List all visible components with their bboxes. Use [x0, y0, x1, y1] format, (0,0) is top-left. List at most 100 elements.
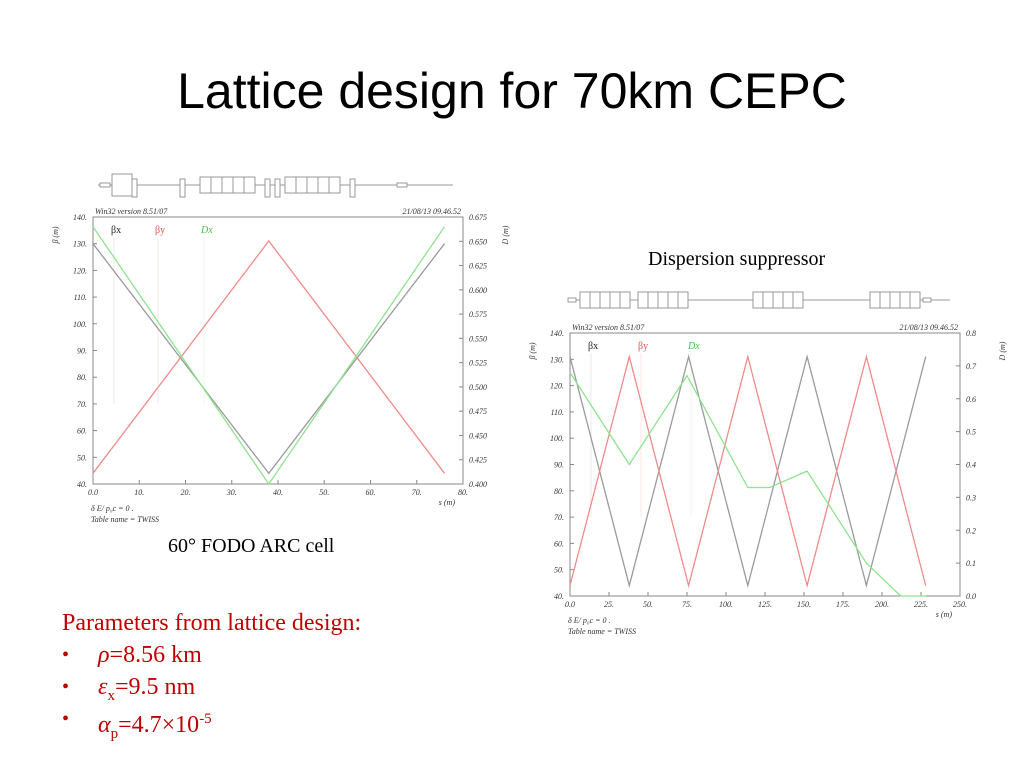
y2-tick-label: 0.400: [469, 480, 487, 489]
legend-label-βy: βy: [638, 341, 648, 352]
param-momentum-compaction: αp=4.7×10-5: [62, 703, 361, 742]
x-axis-title: s (m): [439, 498, 456, 507]
dipole-magnet: [909, 291, 921, 309]
dipole-magnet: [221, 176, 234, 194]
date-label: 21/08/13 09.46.52: [900, 323, 958, 332]
series-line-βx: [569, 354, 927, 589]
y2-tick-label: 0.0: [966, 592, 976, 601]
x-tick-label: 100.: [719, 600, 733, 609]
x-tick-label: 50.: [643, 600, 653, 609]
y-tick-label: 80.: [77, 373, 87, 382]
y-tick-label: 70.: [77, 400, 87, 409]
quadrupole-magnet: [131, 178, 138, 198]
x-tick-label: 80.: [458, 488, 468, 497]
y2-tick-label: 0.450: [469, 431, 487, 440]
y-tick-label: 140.: [550, 329, 564, 338]
program-label: Win32 version 8.51/07: [95, 207, 168, 216]
x-tick-label: 10.: [134, 488, 144, 497]
lattice-element: [922, 297, 932, 303]
y2-tick-label: 0.5: [966, 428, 976, 437]
param-superscript: -5: [199, 711, 212, 727]
lattice-element-bar: [567, 291, 950, 309]
y2-tick-label: 0.550: [469, 334, 487, 343]
footer-label: Table name = TWISS: [568, 627, 636, 636]
dipole-magnet: [328, 176, 341, 194]
y-tick-label: 60.: [554, 539, 564, 548]
fodo-caption: 60° FODO ARC cell: [168, 535, 335, 557]
y2-tick-label: 0.1: [966, 559, 976, 568]
dipole-magnet: [243, 176, 256, 194]
dipole-magnet: [772, 291, 784, 309]
y-tick-label: 110.: [551, 408, 564, 417]
legend-label-βx: βx: [111, 225, 121, 236]
dipole-magnet: [782, 291, 794, 309]
y2-tick-label: 0.4: [966, 461, 976, 470]
y-axis-right-title: D (m): [998, 341, 1007, 361]
dipole-magnet: [869, 291, 881, 309]
dipole-magnet: [589, 291, 601, 309]
x-axis-title: s (m): [936, 610, 953, 619]
y2-tick-label: 0.3: [966, 493, 976, 502]
dipole-magnet: [306, 176, 319, 194]
series-line-Dx: [92, 226, 446, 486]
lattice-element: [99, 182, 111, 188]
y-tick-label: 110.: [74, 293, 87, 302]
x-tick-label: 125.: [758, 600, 772, 609]
y2-tick-label: 0.525: [469, 359, 487, 368]
y-tick-label: 50.: [554, 566, 564, 575]
x-tick-label: 20.: [181, 488, 191, 497]
y2-tick-label: 0.475: [469, 407, 487, 416]
legend-label-βx: βx: [588, 341, 598, 352]
x-tick-label: 225.: [914, 600, 928, 609]
dipole-magnet: [657, 291, 669, 309]
x-tick-label: 150.: [797, 600, 811, 609]
plot-frame: [92, 216, 464, 485]
dipole-magnet: [677, 291, 689, 309]
footer-label: δ E/ p₀c = 0 .: [91, 504, 134, 513]
param-subscript: p: [110, 725, 119, 742]
date-label: 21/08/13 09.46.52: [403, 207, 461, 216]
dipole-magnet: [637, 291, 649, 309]
y-tick-label: 100.: [550, 434, 564, 443]
y-tick-label: 90.: [77, 347, 87, 356]
param-subscript: x: [107, 687, 115, 704]
lattice-element: [567, 297, 577, 303]
y-tick-label: 130.: [73, 240, 87, 249]
x-tick-label: 250.: [953, 600, 967, 609]
footer-label: Table name = TWISS: [91, 515, 159, 524]
quadrupole-magnet: [274, 178, 281, 198]
dipole-magnet: [647, 291, 659, 309]
series-line-βy: [569, 354, 927, 589]
dipole-magnet: [879, 291, 891, 309]
y-tick-label: 100.: [73, 320, 87, 329]
y-axis-right-title: D (m): [501, 225, 510, 245]
y2-tick-label: 0.575: [469, 310, 487, 319]
y2-tick-label: 0.600: [469, 286, 487, 295]
param-symbol: ρ: [98, 642, 110, 668]
y-tick-label: 140.: [73, 213, 87, 222]
lattice-element: [396, 182, 408, 188]
parameters-list: ρ=8.56 km εx=9.5 nm αp=4.7×10-5: [62, 639, 361, 742]
slide-title: Lattice design for 70km CEPC: [177, 63, 847, 119]
y2-tick-label: 0.8: [966, 329, 976, 338]
y-tick-label: 50.: [77, 453, 87, 462]
dipole-magnet: [762, 291, 774, 309]
dipole-magnet: [579, 291, 591, 309]
param-value: =8.56 km: [109, 642, 202, 668]
dipole-magnet: [284, 176, 297, 194]
dipole-magnet: [792, 291, 804, 309]
dipole-magnet: [317, 176, 330, 194]
x-tick-label: 0.0: [565, 600, 575, 609]
x-tick-label: 30.: [226, 488, 237, 497]
plot-frame: [569, 332, 961, 597]
param-value: =4.7×10: [118, 712, 200, 738]
param-emittance: εx=9.5 nm: [62, 671, 361, 704]
x-tick-label: 40.: [273, 488, 283, 497]
y2-tick-label: 0.500: [469, 383, 487, 392]
parameters-block: Parameters from lattice design: ρ=8.56 k…: [62, 610, 361, 742]
series-line-βy: [92, 239, 446, 474]
dispersion-suppressor-caption: Dispersion suppressor: [648, 248, 826, 270]
x-tick-label: 0.0: [88, 488, 98, 497]
y-axis-left-title: β (m): [528, 342, 537, 360]
series-line-βx: [92, 243, 446, 475]
